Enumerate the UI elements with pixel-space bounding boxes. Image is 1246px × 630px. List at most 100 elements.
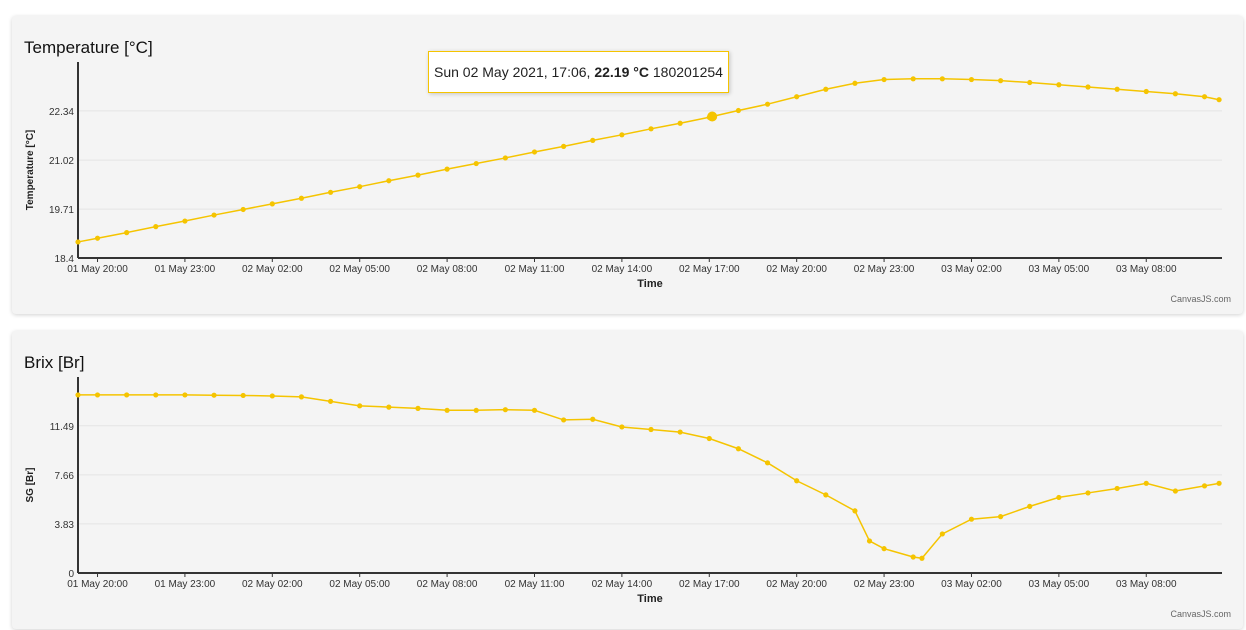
x-tick-label: 02 May 23:00 xyxy=(854,579,915,590)
data-point xyxy=(182,392,188,398)
data-point xyxy=(386,178,392,184)
tooltip-extra: 180201254 xyxy=(652,64,723,80)
data-point xyxy=(852,80,858,86)
data-point xyxy=(997,514,1004,520)
x-axis-title: Time xyxy=(637,278,662,290)
x-tick-label: 02 May 08:00 xyxy=(417,579,478,590)
chart-title: Brix [Br] xyxy=(24,353,85,372)
data-point xyxy=(211,392,217,398)
highlighted-point xyxy=(707,111,718,122)
data-point xyxy=(298,195,305,201)
data-point xyxy=(939,76,945,82)
y-tick-label: 18.4 xyxy=(55,254,75,265)
data-point xyxy=(75,392,81,398)
credit-link[interactable]: CanvasJS.com xyxy=(1170,294,1231,304)
x-tick-label: 03 May 05:00 xyxy=(1029,264,1090,275)
x-tick-label: 02 May 02:00 xyxy=(242,579,303,590)
data-point xyxy=(327,189,334,195)
data-point xyxy=(473,407,479,413)
brix-chart[interactable]: 0 3.83 7.66 11.49 01 May 20:00 01 May 23:00 02… xyxy=(12,331,1243,629)
data-point xyxy=(619,132,625,138)
x-tick-label: 02 May 11:00 xyxy=(505,264,565,275)
data-point xyxy=(648,126,654,132)
data-point xyxy=(823,86,829,92)
data-point xyxy=(327,398,334,404)
data-point xyxy=(502,155,508,161)
data-point xyxy=(153,392,159,398)
data-point xyxy=(1172,91,1178,97)
data-point xyxy=(531,407,538,413)
data-point xyxy=(997,78,1004,84)
data-point xyxy=(269,393,275,399)
x-tick-label: 01 May 20:00 xyxy=(67,264,128,275)
x-tick-label: 02 May 14:00 xyxy=(592,264,653,275)
data-point xyxy=(561,417,567,423)
data-point xyxy=(764,460,771,466)
data-point xyxy=(211,212,217,218)
x-tick-label: 02 May 11:00 xyxy=(505,579,565,590)
x-tick-label: 01 May 23:00 xyxy=(155,579,216,590)
data-point xyxy=(764,101,771,107)
data-point xyxy=(1085,84,1091,90)
data-point xyxy=(1027,503,1033,509)
data-point xyxy=(1216,480,1222,486)
data-point xyxy=(648,426,654,433)
data-point xyxy=(357,184,363,190)
brix-chart-panel: Brix [Br] 0 3.83 7.66 11.49 01 May 20:00 01 M… xyxy=(12,331,1243,629)
data-point xyxy=(1216,97,1222,103)
data-point xyxy=(240,206,246,213)
x-tick-label: 02 May 05:00 xyxy=(329,264,390,275)
y-tick-label: 7.66 xyxy=(55,471,75,482)
data-point xyxy=(444,407,450,413)
data-point xyxy=(677,429,683,435)
data-point xyxy=(619,424,625,430)
x-axis-title: Time xyxy=(637,593,662,605)
x-tick-label: 02 May 05:00 xyxy=(329,579,390,590)
data-point xyxy=(910,76,916,82)
data-point xyxy=(1056,494,1062,501)
temperature-chart[interactable]: 18.4 19.71 21.02 22.34 01 May 20:00 01 May 23… xyxy=(12,16,1243,314)
y-axis-title: SG [Br] xyxy=(25,468,36,503)
x-tick-label: 02 May 23:00 xyxy=(854,264,915,275)
x-tick-label: 02 May 17:00 xyxy=(679,579,740,590)
data-point xyxy=(1027,79,1033,86)
tooltip-value: 22.19 °C xyxy=(594,64,649,80)
data-point xyxy=(677,120,683,126)
chart-title: Temperature [°C] xyxy=(24,38,153,57)
tooltip-date: Sun 02 May 2021, 17:06, xyxy=(434,64,591,80)
data-point xyxy=(94,235,101,241)
x-tick-label: 03 May 05:00 xyxy=(1029,579,1090,590)
data-point xyxy=(794,478,800,484)
data-point xyxy=(968,516,975,522)
data-point xyxy=(1056,82,1062,88)
data-point xyxy=(1201,483,1208,489)
data-point xyxy=(94,392,101,398)
x-tick-label: 02 May 17:00 xyxy=(679,264,740,275)
data-point xyxy=(182,218,188,224)
data-point xyxy=(735,446,742,452)
series-line xyxy=(78,394,1220,560)
x-tick-label: 03 May 08:00 xyxy=(1116,264,1177,275)
data-point xyxy=(1114,86,1120,92)
x-tick-label: 01 May 20:00 xyxy=(67,579,128,590)
data-point xyxy=(153,224,159,230)
y-tick-label: 3.83 xyxy=(55,520,75,531)
data-point xyxy=(881,76,887,83)
data-point xyxy=(823,492,829,498)
y-tick-label: 22.34 xyxy=(49,107,74,118)
series-line xyxy=(77,78,1220,243)
data-point xyxy=(415,172,421,178)
x-tick-label: 02 May 08:00 xyxy=(417,264,478,275)
x-tick-label: 03 May 08:00 xyxy=(1116,579,1177,590)
x-tick-label: 03 May 02:00 xyxy=(941,579,1002,590)
data-point xyxy=(444,166,450,172)
y-tick-label: 0 xyxy=(68,569,74,580)
data-point xyxy=(1085,490,1091,496)
credit-link[interactable]: CanvasJS.com xyxy=(1170,609,1231,619)
data-point xyxy=(1114,485,1120,492)
x-tick-label: 02 May 14:00 xyxy=(592,579,653,590)
data-point xyxy=(939,531,945,537)
data-point xyxy=(735,107,742,114)
tooltip: Sun 02 May 2021, 17:06, 22.19 °C 1802012… xyxy=(428,51,729,93)
x-tick-label: 01 May 23:00 xyxy=(155,264,216,275)
